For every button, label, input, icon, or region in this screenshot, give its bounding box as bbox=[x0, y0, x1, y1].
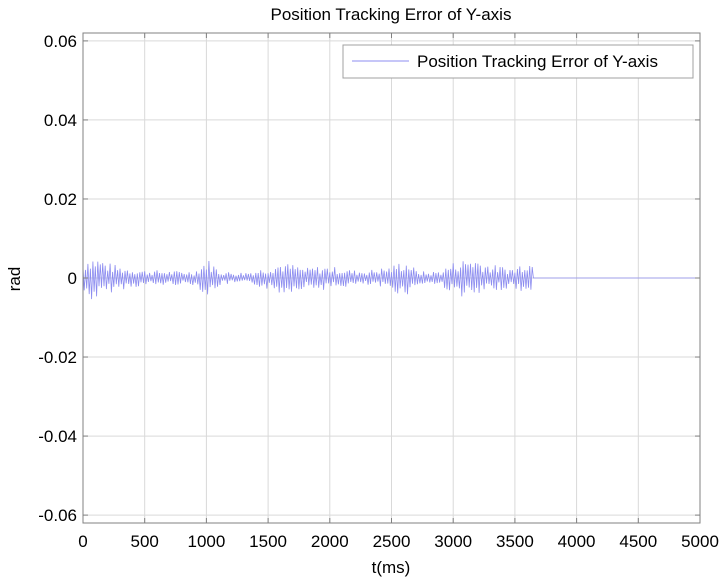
x-tick-label: 3000 bbox=[434, 532, 472, 551]
y-tick-label: -0.02 bbox=[38, 348, 77, 367]
x-tick-label: 2000 bbox=[311, 532, 349, 551]
legend-label: Position Tracking Error of Y-axis bbox=[417, 52, 658, 71]
x-tick-label: 4000 bbox=[558, 532, 596, 551]
x-tick-label: 3500 bbox=[496, 532, 534, 551]
y-tick-label: 0.06 bbox=[44, 32, 77, 51]
y-axis-label: rad bbox=[5, 267, 24, 292]
y-tick-label: 0 bbox=[68, 269, 77, 288]
x-tick-labels: 0 500 1000 1500 2000 2500 3000 3500 4000 4500 5000 bbox=[78, 532, 719, 551]
series-line bbox=[82, 260, 700, 300]
x-tick-label: 2500 bbox=[373, 532, 411, 551]
y-tick-labels: 0.06 0.04 0.02 0 -0.02 -0.04 -0.06 bbox=[38, 32, 77, 525]
y-tick-label: -0.06 bbox=[38, 506, 77, 525]
x-tick-label: 0 bbox=[78, 532, 87, 551]
y-tick-label: 0.02 bbox=[44, 190, 77, 209]
x-tick-label: 4500 bbox=[619, 532, 657, 551]
tick-marks bbox=[82, 33, 701, 523]
x-tick-label: 1500 bbox=[249, 532, 287, 551]
chart-title: Position Tracking Error of Y-axis bbox=[271, 5, 512, 24]
y-tick-label: 0.04 bbox=[44, 111, 77, 130]
x-tick-label: 5000 bbox=[681, 532, 719, 551]
y-tick-label: -0.04 bbox=[38, 427, 77, 446]
series-layer bbox=[82, 260, 700, 300]
legend: Position Tracking Error of Y-axis bbox=[342, 44, 694, 79]
x-axis-label: t(ms) bbox=[372, 558, 411, 577]
x-tick-label: 500 bbox=[131, 532, 159, 551]
x-tick-label: 1000 bbox=[187, 532, 225, 551]
